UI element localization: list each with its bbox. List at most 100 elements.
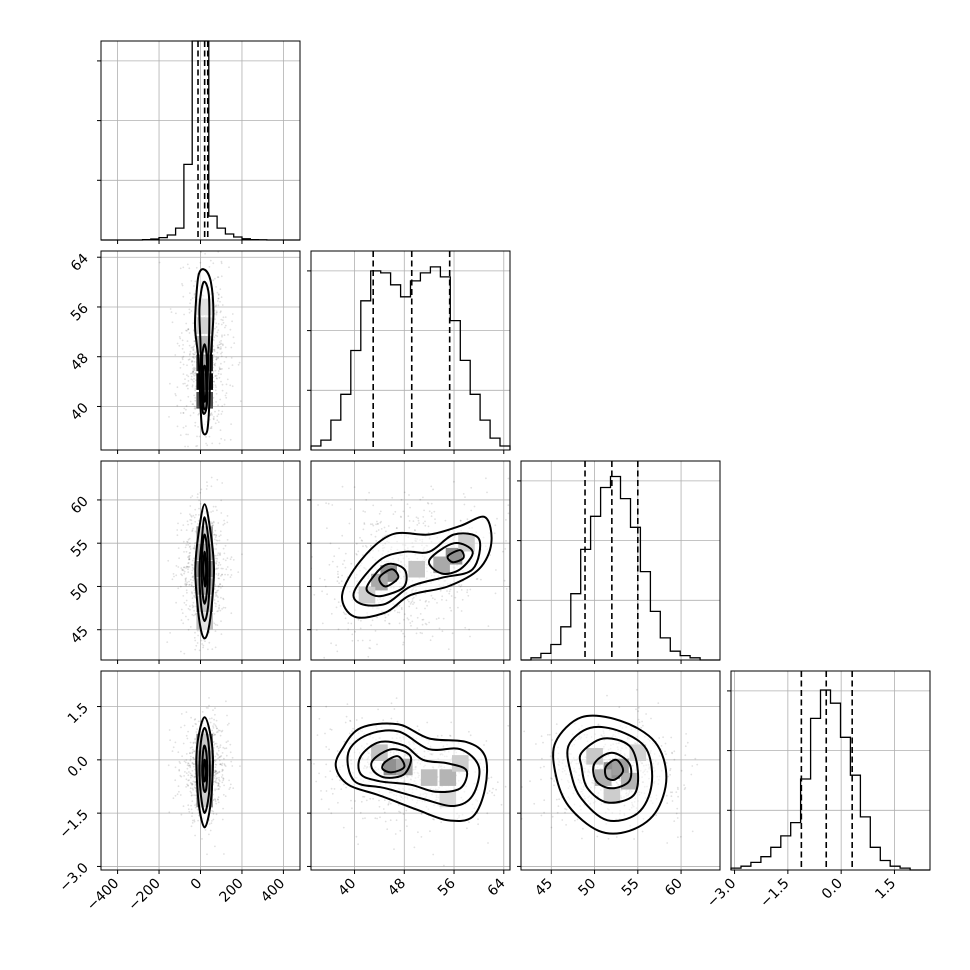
sample-point [642,724,644,727]
sample-point [188,332,191,334]
sample-point [194,631,196,634]
sample-point [188,810,191,813]
sample-point [224,573,227,576]
sample-point [492,787,494,790]
sample-point [561,819,564,821]
panel-content [101,461,300,660]
sample-point [350,562,353,565]
sample-point [192,322,195,324]
histogram-panel-2 [517,460,721,664]
sample-point [215,450,217,452]
sample-point [195,445,198,448]
sample-point [217,370,220,372]
panel-content [295,671,510,870]
sample-point [169,308,172,310]
sample-point [182,412,185,414]
sample-point [213,350,216,352]
sample-point [183,407,186,410]
sample-point [191,360,194,363]
sample-point [216,415,219,418]
sample-point [421,618,424,621]
sample-point [368,491,370,494]
sample-point [295,778,297,780]
sample-point [426,604,428,607]
sample-point [383,799,386,802]
sample-point [331,504,334,506]
sample-point [191,566,194,569]
sample-point [189,781,192,784]
sample-point [185,589,188,592]
sample-point [188,358,191,361]
sample-point [216,539,219,542]
sample-point [216,478,219,481]
sample-point [220,437,223,440]
sample-point [192,756,195,759]
sample-point [328,563,331,566]
sample-point [217,421,220,423]
sample-point [191,564,194,567]
sample-point [188,558,191,561]
sample-point [217,784,220,786]
panel-content [521,671,720,870]
sample-point [383,811,386,814]
sample-point [344,566,347,569]
sample-point [189,741,192,744]
sample-point [210,476,213,479]
sample-point [430,515,433,518]
sample-point [215,313,218,316]
sample-point [228,722,230,725]
sample-point [220,380,222,383]
sample-point [172,797,175,800]
sample-point [216,746,218,748]
sample-point [220,575,222,577]
sample-point [430,512,433,514]
sample-point [354,800,356,802]
sample-point [306,762,308,764]
sample-point [402,813,405,815]
sample-point [213,538,216,541]
sample-point [222,778,225,780]
sample-point [219,583,221,586]
sample-point [187,785,189,787]
sample-point [187,562,190,565]
sample-point [209,413,212,415]
sample-point [208,266,211,268]
sample-point [216,798,219,801]
sample-point [214,630,217,632]
sample-point [192,763,195,765]
sample-point [221,319,224,322]
sample-point [237,571,240,573]
sample-point [214,277,216,280]
sample-point [393,609,396,612]
sample-point [411,600,414,602]
sample-point [208,823,211,825]
sample-point [189,400,192,403]
sample-point [384,820,387,823]
sample-point [396,611,399,614]
sample-point [215,731,218,734]
sample-point [220,567,223,570]
sample-point [677,836,679,839]
sample-point [330,642,332,645]
sample-point [290,669,292,671]
sample-point [227,740,229,742]
sample-point [210,511,213,513]
sample-point [189,496,192,499]
sample-point [459,519,462,522]
contour-line [370,748,413,779]
sample-point [330,728,333,731]
sample-point [218,368,221,371]
sample-point [400,606,403,609]
sample-point [210,485,213,488]
sample-point [190,310,193,312]
sample-point [213,533,216,536]
sample-point [218,535,221,538]
sample-point [209,259,212,262]
sample-point [222,769,224,772]
sample-point [191,495,194,497]
sample-point [191,360,193,362]
sample-point [190,792,193,794]
sample-point [190,808,193,811]
sample-point [168,811,171,814]
